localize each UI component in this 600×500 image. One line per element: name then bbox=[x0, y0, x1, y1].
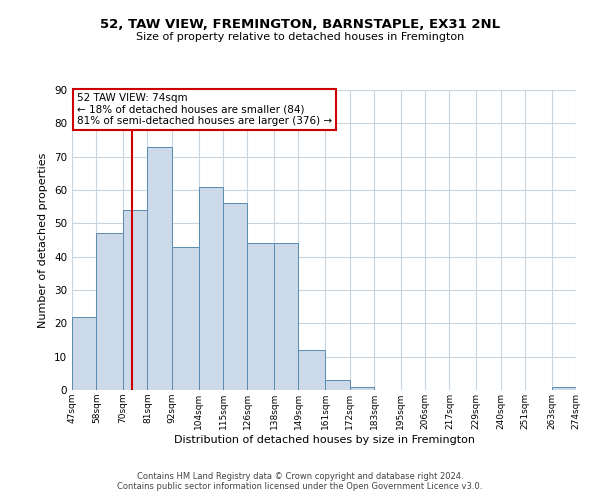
Bar bbox=[123, 210, 148, 390]
Bar bbox=[274, 244, 298, 390]
Bar bbox=[551, 386, 576, 390]
Bar bbox=[247, 244, 274, 390]
Bar bbox=[199, 186, 223, 390]
Text: 52 TAW VIEW: 74sqm
← 18% of detached houses are smaller (84)
81% of semi-detache: 52 TAW VIEW: 74sqm ← 18% of detached hou… bbox=[77, 93, 332, 126]
Text: Size of property relative to detached houses in Fremington: Size of property relative to detached ho… bbox=[136, 32, 464, 42]
Y-axis label: Number of detached properties: Number of detached properties bbox=[38, 152, 49, 328]
Text: 52, TAW VIEW, FREMINGTON, BARNSTAPLE, EX31 2NL: 52, TAW VIEW, FREMINGTON, BARNSTAPLE, EX… bbox=[100, 18, 500, 30]
Bar bbox=[97, 234, 123, 390]
Bar bbox=[223, 204, 247, 390]
X-axis label: Distribution of detached houses by size in Fremington: Distribution of detached houses by size … bbox=[173, 434, 475, 444]
Text: Contains public sector information licensed under the Open Government Licence v3: Contains public sector information licen… bbox=[118, 482, 482, 491]
Bar bbox=[72, 316, 97, 390]
Bar bbox=[148, 146, 172, 390]
Bar bbox=[350, 386, 374, 390]
Text: Contains HM Land Registry data © Crown copyright and database right 2024.: Contains HM Land Registry data © Crown c… bbox=[137, 472, 463, 481]
Bar bbox=[298, 350, 325, 390]
Bar bbox=[172, 246, 199, 390]
Bar bbox=[325, 380, 350, 390]
